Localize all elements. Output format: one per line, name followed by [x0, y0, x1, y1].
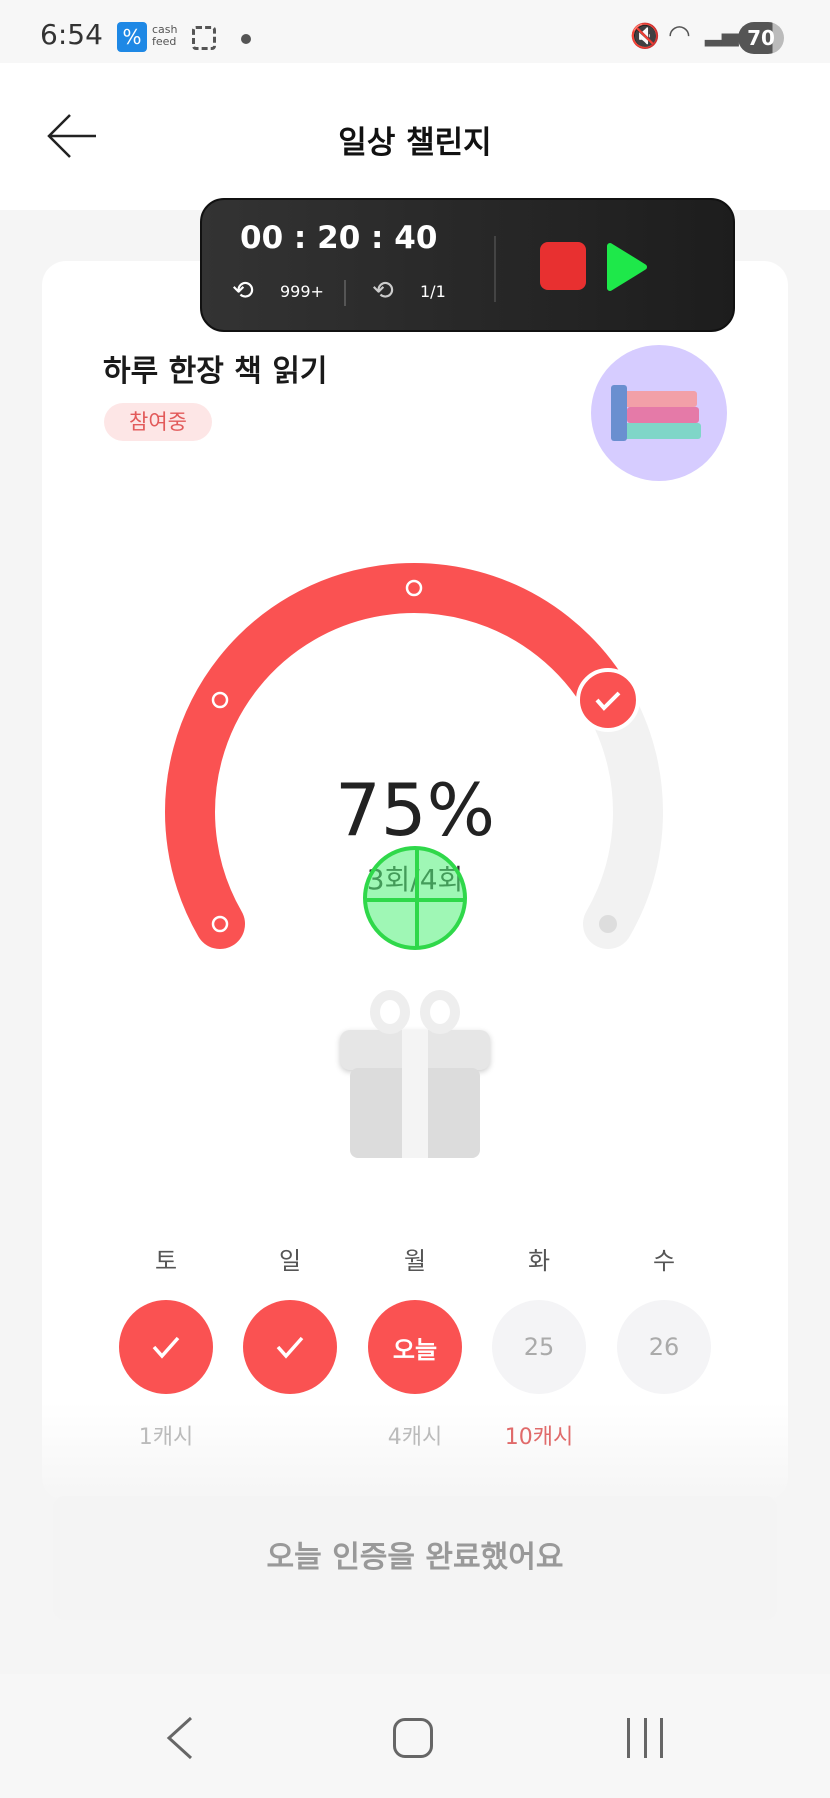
mute-icon: 🔇	[630, 22, 660, 50]
gauge-step-marker	[598, 915, 617, 933]
gauge-step-marker	[211, 691, 229, 709]
loop-icon: ⟲	[372, 276, 394, 306]
cashfeed-app-icon: %	[117, 22, 147, 52]
day-label: 토	[154, 1247, 178, 1275]
touch-indicator	[363, 846, 467, 950]
status-bar: 6:54 % cash feed 🔇 ◠ ▂▄ 70	[0, 0, 830, 63]
status-badge: 참여중	[104, 403, 212, 441]
day-circle[interactable]: 25	[492, 1300, 586, 1394]
day-reward: 4캐시	[387, 1425, 443, 1450]
status-time: 6:54	[40, 18, 103, 51]
day-circle-text: 25	[523, 1333, 555, 1361]
nav-recents-icon[interactable]	[627, 1718, 663, 1758]
header: 일상 챌린지	[0, 63, 830, 210]
day-circle[interactable]	[119, 1300, 213, 1394]
day-circle-text: 오늘	[392, 1335, 438, 1364]
repeat-icon: ⟲	[232, 276, 254, 306]
page-title: 일상 챌린지	[338, 125, 492, 161]
dot-icon	[241, 34, 251, 44]
gift-box-image	[330, 990, 500, 1160]
day-circle[interactable]: 오늘	[368, 1300, 462, 1394]
day-circle[interactable]: 26	[617, 1300, 711, 1394]
day-reward: 1캐시	[138, 1425, 194, 1450]
signal-icon: ▂▄	[705, 22, 739, 47]
gauge-check-marker	[575, 668, 640, 732]
check-icon	[152, 1336, 180, 1359]
gauge-fill	[165, 563, 633, 949]
check-icon	[595, 691, 621, 711]
recording-overlay: 00 : 20 : 40 ⟲ 999+ ⟲ 1/1	[200, 198, 735, 332]
day-circle[interactable]	[243, 1300, 337, 1394]
stop-button[interactable]	[540, 242, 586, 290]
repeat-count: 999+	[280, 282, 324, 301]
battery-indicator: 70	[738, 22, 784, 54]
progress-gauge	[165, 563, 663, 949]
timer: 00 : 20 : 40	[240, 220, 438, 256]
gauge-step-marker	[405, 579, 423, 597]
navigation-bar	[0, 1674, 830, 1798]
complete-button[interactable]: 오늘 인증을 완료했어요	[53, 1496, 777, 1620]
day-circle-text: 26	[648, 1333, 680, 1361]
day-label: 일	[278, 1247, 302, 1275]
play-button[interactable]	[604, 242, 648, 292]
day-label: 화	[527, 1247, 551, 1275]
books-image	[591, 345, 727, 481]
screenshot-icon	[192, 26, 216, 50]
day-label: 월	[403, 1247, 427, 1275]
check-icon	[276, 1336, 304, 1359]
gauge-step-marker	[211, 915, 229, 933]
day-reward: 10캐시	[504, 1425, 574, 1450]
nav-back-icon[interactable]	[165, 1716, 195, 1760]
progress-percent: 75%	[334, 768, 496, 852]
nav-home-icon[interactable]	[393, 1718, 433, 1758]
day-label: 수	[652, 1247, 676, 1275]
back-arrow-icon[interactable]	[46, 113, 98, 159]
cashfeed-label: cash feed	[152, 23, 178, 48]
wifi-icon: ◠	[668, 20, 691, 50]
loop-count: 1/1	[420, 282, 446, 301]
challenge-title: 하루 한장 책 읽기	[103, 354, 328, 389]
